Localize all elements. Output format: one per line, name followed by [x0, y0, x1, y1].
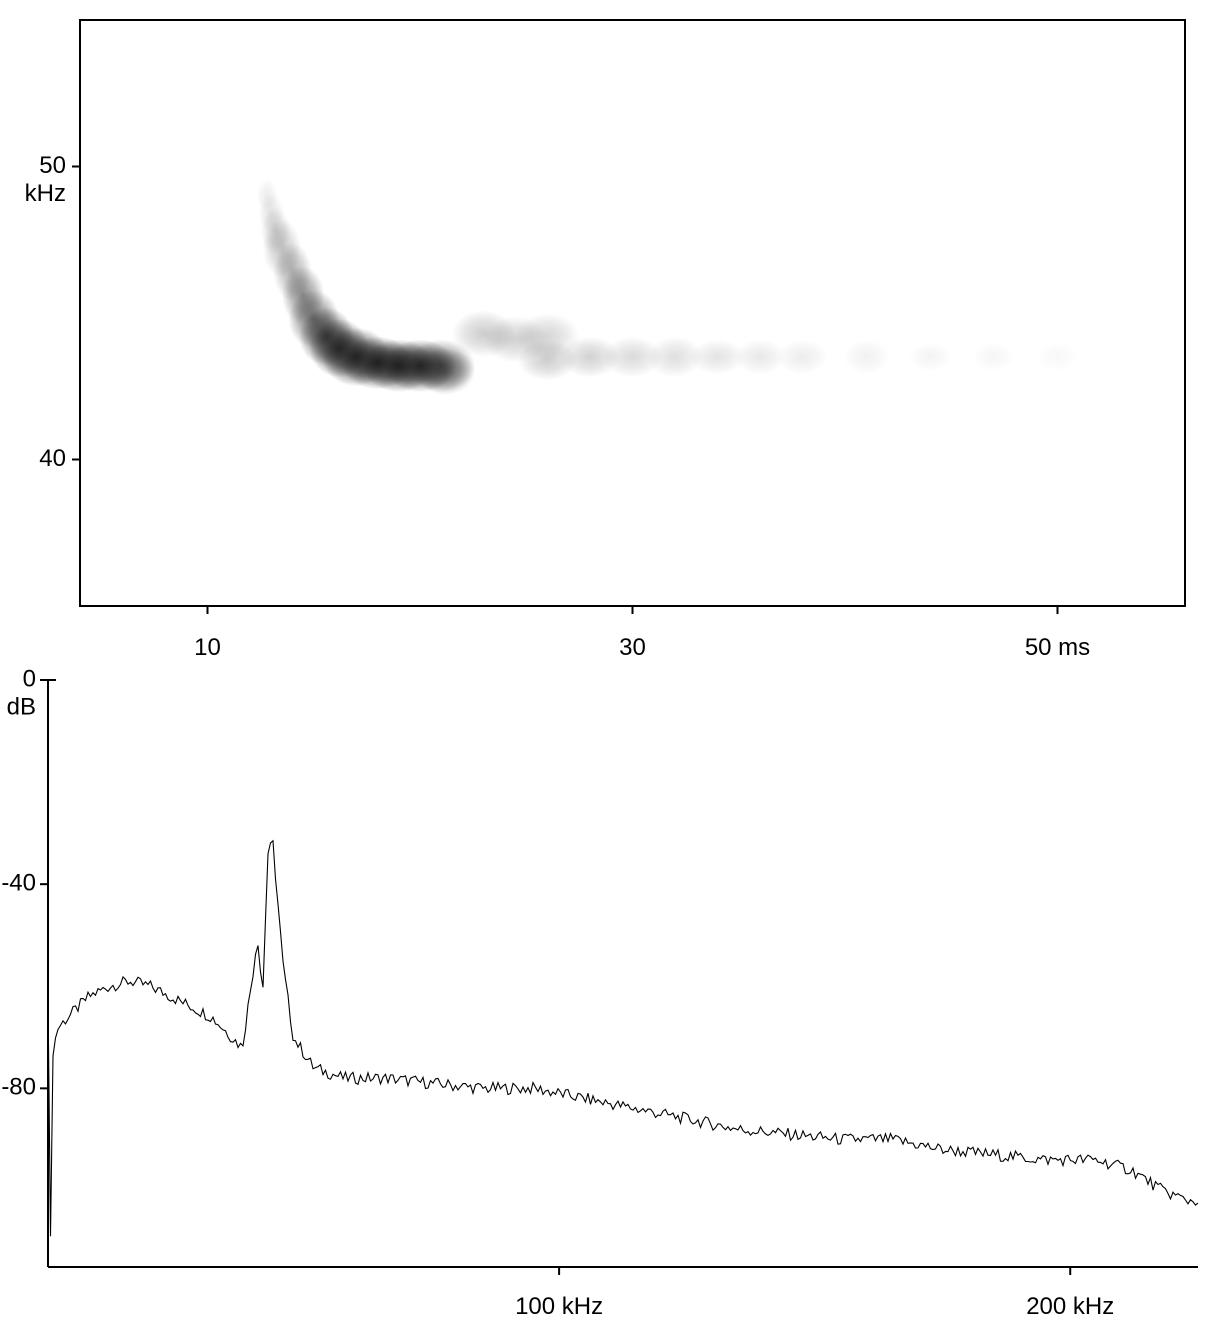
spectrum-ytick-label: -80	[1, 1074, 36, 1101]
spectrogram-blob	[909, 342, 952, 371]
spectrogram-yunit: kHz	[25, 180, 66, 207]
spectrogram-blob	[416, 348, 476, 395]
spectrogram-blob	[777, 339, 828, 374]
spectrogram-panel: 10 30 50 ms 40 50kHz	[0, 0, 1211, 660]
spectrogram-blob	[256, 178, 277, 213]
spectrogram-ytick-label: 50	[39, 152, 66, 179]
spectrogram-blob	[843, 339, 890, 374]
figure-root: 10 30 50 ms 40 50kHz 100 kHz 200 kHz 0 -40 -80 dB	[0, 0, 1211, 1317]
spectrum-ytick-label: 0	[23, 665, 36, 692]
spectrum-xtick-label: 100 kHz	[515, 1293, 603, 1317]
spectrum-yunit: dB	[7, 693, 36, 720]
spectrum-plot: 100 kHz 200 kHz 0 -40 -80 dB	[0, 660, 1211, 1317]
spectrogram-frame	[80, 20, 1185, 606]
spectrogram-xtick-label: 50 ms	[1025, 634, 1090, 660]
spectrogram-plot: 10 30 50 ms 40 50kHz	[0, 0, 1211, 660]
spectrum-panel: 100 kHz 200 kHz 0 -40 -80 dB	[0, 660, 1211, 1317]
spectrogram-ytick-label: 40	[39, 445, 66, 472]
spectrum-ytick-label: -40	[1, 870, 36, 897]
spectrogram-blob	[1036, 342, 1079, 371]
spectrogram-blob	[973, 342, 1016, 371]
spectrum-trace	[48, 841, 1198, 1236]
spectrum-axes: 100 kHz 200 kHz 0 -40 -80 dB	[1, 665, 1198, 1317]
spectrogram-xtick-label: 30	[619, 634, 646, 660]
spectrum-xtick-label: 200 kHz	[1026, 1293, 1114, 1317]
spectrogram-xtick-label: 10	[194, 634, 221, 660]
